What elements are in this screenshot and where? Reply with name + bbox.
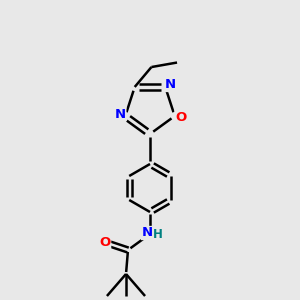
Text: H: H <box>153 227 163 241</box>
Text: O: O <box>175 110 186 124</box>
Text: N: N <box>165 79 176 92</box>
Text: N: N <box>115 107 126 121</box>
Text: N: N <box>141 226 153 239</box>
Text: O: O <box>99 236 111 248</box>
